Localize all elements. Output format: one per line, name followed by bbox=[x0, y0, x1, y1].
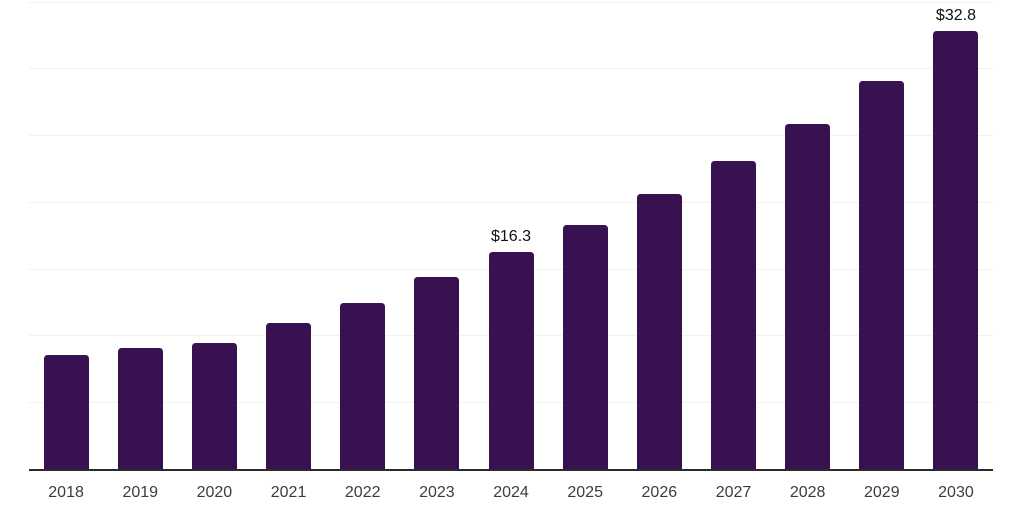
x-tick-label-2023: 2023 bbox=[419, 484, 455, 501]
bar-cell-2021 bbox=[251, 2, 325, 470]
plot-area: $16.3 $32.8 bbox=[29, 1, 993, 471]
gridline-30 bbox=[29, 68, 993, 70]
bar-cell-2026 bbox=[622, 2, 696, 470]
gridline-20 bbox=[29, 201, 993, 203]
bar-cell-2022 bbox=[326, 2, 400, 470]
bar-2019 bbox=[117, 347, 163, 470]
x-tick-label-2020: 2020 bbox=[196, 484, 233, 501]
x-tick-label-2026: 2026 bbox=[641, 484, 678, 501]
bars-container: $16.3 $32.8 bbox=[29, 2, 993, 470]
bar-2021 bbox=[266, 322, 312, 470]
gridline-25 bbox=[29, 135, 993, 137]
gridline-35 bbox=[29, 1, 993, 3]
bar-2029 bbox=[859, 80, 905, 470]
x-tick-label-2021: 2021 bbox=[270, 484, 307, 501]
bar-2024: $16.3 bbox=[488, 228, 534, 470]
bar-2022 bbox=[340, 302, 386, 470]
x-axis-labels: 2018 2019 2020 2021 2022 2023 2024 2025 2026 2027… bbox=[29, 483, 993, 502]
x-tick-label-2019: 2019 bbox=[122, 484, 159, 501]
bar-cell-2025 bbox=[548, 2, 622, 470]
bar-2020 bbox=[191, 342, 237, 470]
bar-cell-2030: $32.8 bbox=[919, 2, 993, 470]
x-tick-label-2025: 2025 bbox=[567, 484, 603, 501]
x-tick-label-2030: 2030 bbox=[938, 484, 974, 501]
x-tick-label-2018: 2018 bbox=[48, 484, 84, 501]
x-tick-label-2028: 2028 bbox=[789, 484, 826, 501]
bar-cell-2023 bbox=[400, 2, 474, 470]
bar-2025 bbox=[562, 225, 608, 470]
bar-cell-2019 bbox=[103, 2, 177, 470]
bar-2028 bbox=[785, 123, 831, 470]
bar-cell-2028 bbox=[771, 2, 845, 470]
value-label-2024: $16.3 bbox=[490, 227, 532, 245]
bar-2018 bbox=[43, 354, 89, 470]
bar-2023 bbox=[414, 277, 460, 470]
x-axis-line bbox=[29, 468, 993, 471]
bar-cell-2020 bbox=[177, 2, 251, 470]
x-tick-label-2024: 2024 bbox=[493, 484, 529, 501]
bar-2026 bbox=[636, 194, 682, 470]
bar-2030: $32.8 bbox=[933, 7, 979, 470]
value-label-2030: $32.8 bbox=[935, 7, 976, 25]
bar-2027 bbox=[710, 160, 756, 470]
bar-cell-2018 bbox=[29, 2, 103, 470]
bar-cell-2027 bbox=[696, 2, 770, 470]
x-tick-label-2027: 2027 bbox=[715, 484, 752, 501]
bar-cell-2029 bbox=[845, 2, 919, 470]
x-tick-label-2022: 2022 bbox=[344, 484, 381, 501]
bar-cell-2024: $16.3 bbox=[474, 2, 548, 470]
x-tick-label-2029: 2029 bbox=[864, 484, 900, 501]
